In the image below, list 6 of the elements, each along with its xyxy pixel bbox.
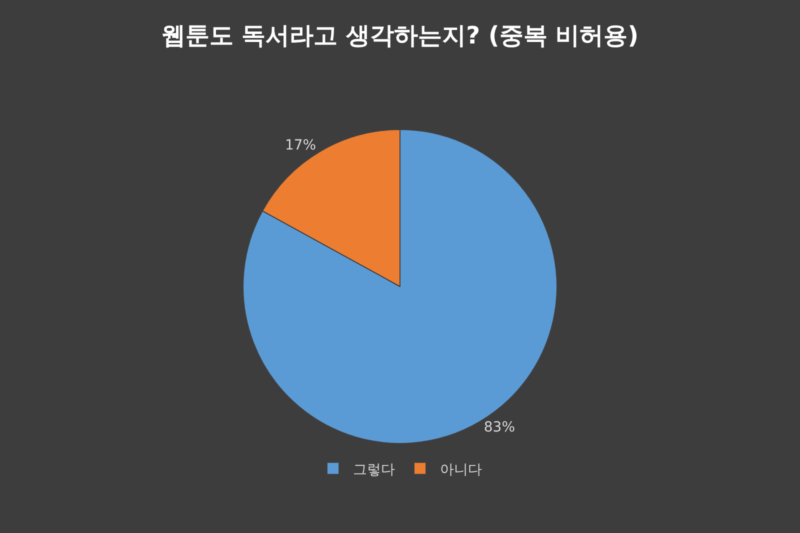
chart-title: 웹툰도 독서라고 생각하는지? (중복 비허용) — [161, 21, 639, 50]
data-label: 17% — [284, 137, 316, 154]
pie-slice — [242, 129, 558, 444]
data-label: 83% — [484, 420, 516, 436]
legend-label: 아니다 — [440, 462, 482, 478]
legend-label: 그렇다 — [353, 462, 395, 478]
